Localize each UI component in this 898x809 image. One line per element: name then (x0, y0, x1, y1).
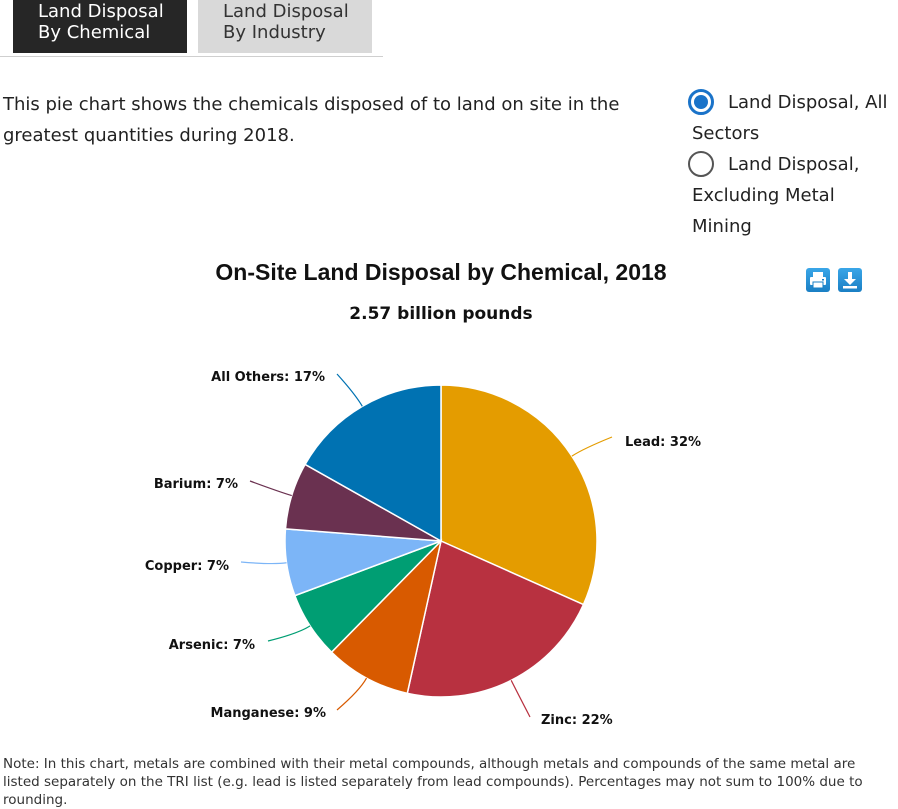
connector-manganese (336, 677, 368, 711)
radio-label: Land Disposal, Excluding Metal Mining (692, 154, 860, 237)
tab-label-line1: Land Disposal (38, 1, 164, 22)
radio-checked-icon[interactable] (688, 89, 714, 115)
radio-unchecked-icon[interactable] (688, 151, 714, 177)
slice-label-lead: Lead: 32% (625, 435, 701, 450)
connector-all-others (336, 373, 363, 407)
disposal-filter-radio-group: Land Disposal, All Sectors Land Disposal… (688, 87, 898, 242)
connector-lead (571, 436, 613, 457)
slice-label-copper: Copper: 7% (145, 559, 229, 574)
tab-label-line1: Land Disposal (223, 1, 349, 22)
radio-excluding-metal-mining[interactable]: Land Disposal, Excluding Metal Mining (688, 149, 898, 242)
radio-all-sectors[interactable]: Land Disposal, All Sectors (688, 87, 898, 149)
slice-label-barium: Barium: 7% (154, 477, 238, 492)
slice-label-zinc: Zinc: 22% (541, 713, 613, 728)
tab-label-line2: By Chemical (38, 22, 151, 43)
pie-slice-zinc[interactable] (406, 539, 585, 698)
connector-arsenic (267, 625, 311, 642)
connector-barium (249, 480, 292, 497)
radio-label: Land Disposal, All Sectors (692, 92, 888, 144)
chart-tabs: Land Disposal By Chemical Land Disposal … (0, 0, 383, 57)
print-button[interactable] (806, 268, 830, 292)
intro-text: This pie chart shows the chemicals dispo… (3, 94, 620, 146)
tab-land-disposal-by-chemical[interactable]: Land Disposal By Chemical (13, 0, 187, 53)
tab-label-line2: By Industry (223, 22, 326, 43)
pie-chart: Lead: 32% Zinc: 22% Manganese: 9% Arsenic: … (145, 370, 701, 728)
pie-slice-all-others[interactable] (304, 384, 442, 543)
chart-title: On-Site Land Disposal by Chemical, 2018 (215, 259, 667, 285)
slice-label-all-others: All Others: 17% (211, 370, 325, 385)
slice-label-manganese: Manganese: 9% (211, 706, 326, 721)
slice-label-arsenic: Arsenic: 7% (169, 638, 255, 653)
print-icon (810, 272, 826, 289)
pie-slice-lead[interactable] (440, 384, 598, 606)
tab-land-disposal-by-industry[interactable]: Land Disposal By Industry (198, 0, 372, 53)
download-button[interactable] (838, 268, 862, 292)
connector-copper (240, 561, 287, 565)
download-icon (843, 272, 857, 289)
chart-subtitle: 2.57 billion pounds (349, 304, 533, 324)
connector-zinc (510, 680, 531, 718)
pie-slice-manganese[interactable] (330, 538, 443, 695)
